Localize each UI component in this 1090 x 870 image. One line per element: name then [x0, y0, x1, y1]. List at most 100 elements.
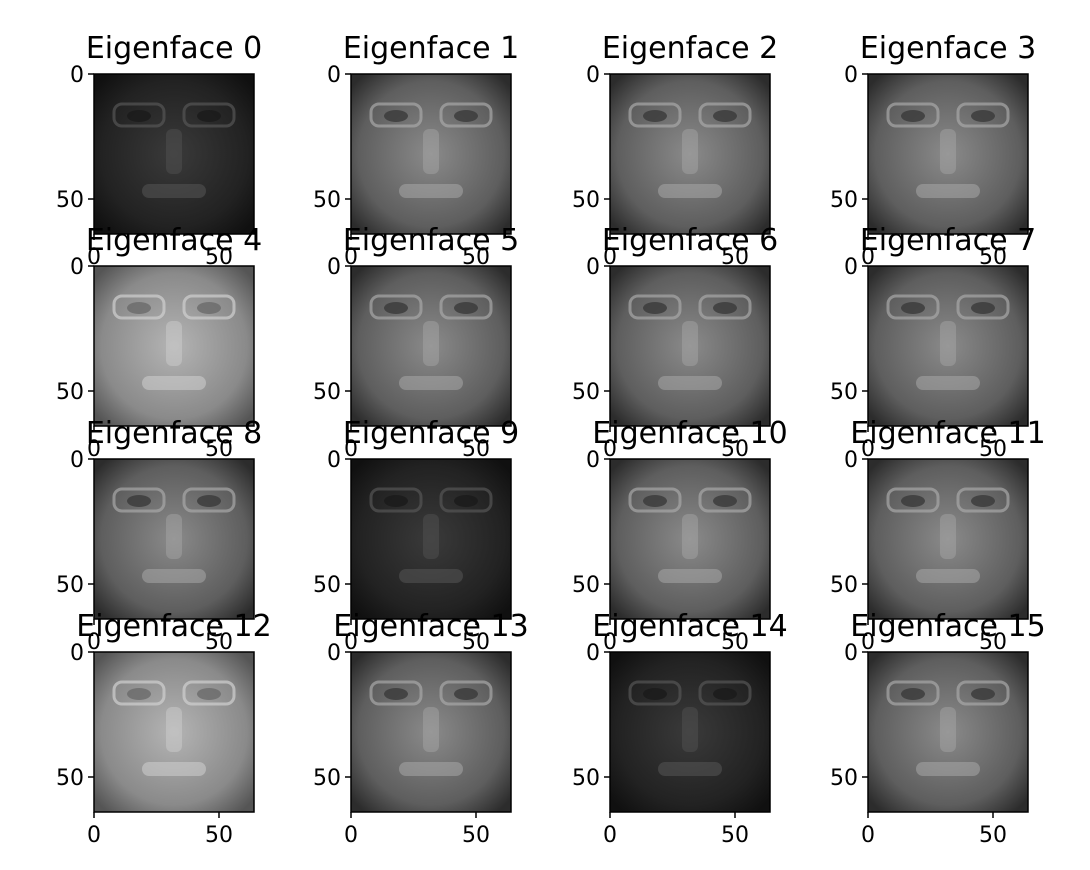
face-left-eye-region — [628, 102, 682, 128]
face-left-eye — [643, 688, 667, 700]
face-right-eye-region — [439, 294, 493, 320]
face-left-eye-region — [886, 487, 940, 513]
face-left-eye — [127, 110, 151, 122]
face-mouth — [142, 569, 206, 583]
axes-frame — [350, 73, 512, 235]
face-nose — [940, 129, 956, 174]
y-tick-label: 0 — [70, 255, 84, 280]
panel-title: Eigenface 0 — [86, 31, 262, 66]
x-tick-label: 0 — [87, 630, 101, 655]
axes-frame — [93, 458, 255, 620]
eigenface-image — [94, 652, 254, 812]
face-nose — [940, 514, 956, 559]
axes-frame — [609, 265, 771, 427]
x-tick-label: 50 — [721, 437, 749, 462]
face-right-eye-region — [698, 680, 752, 706]
face-mouth — [658, 376, 722, 390]
face-right-eye — [454, 110, 478, 122]
face-left-eye — [901, 688, 925, 700]
face-right-eye-region — [698, 102, 752, 128]
eigenface-image — [94, 266, 254, 426]
eigenface-image — [94, 459, 254, 619]
y-tick-label: 50 — [56, 766, 84, 791]
x-tick-label: 0 — [344, 823, 358, 848]
face-right-eye-region — [956, 102, 1010, 128]
face-nose — [682, 321, 698, 366]
y-tick-label: 50 — [56, 380, 84, 405]
face-left-eye-region — [886, 680, 940, 706]
face-nose — [940, 707, 956, 752]
face-mouth — [399, 376, 463, 390]
eigenface-image — [610, 74, 770, 234]
axes-frame — [609, 458, 771, 620]
face-right-eye — [713, 495, 737, 507]
y-tick-label: 50 — [572, 188, 600, 213]
y-tick-label: 50 — [56, 573, 84, 598]
y-tick-label: 0 — [70, 641, 84, 666]
face-left-eye-region — [886, 102, 940, 128]
x-tick-label: 50 — [462, 630, 490, 655]
face-mouth — [658, 184, 722, 198]
x-tick-label: 50 — [462, 823, 490, 848]
y-tick-label: 0 — [327, 63, 341, 88]
face-left-eye-region — [886, 294, 940, 320]
y-tick-label: 50 — [830, 573, 858, 598]
x-tick-label: 50 — [205, 823, 233, 848]
panel-title: Eigenface 3 — [860, 31, 1036, 66]
face-left-eye — [384, 495, 408, 507]
panel-title: Eigenface 7 — [860, 223, 1036, 258]
eigenface-image — [351, 266, 511, 426]
x-tick-label: 50 — [205, 630, 233, 655]
x-tick-label: 0 — [861, 823, 875, 848]
face-left-eye — [384, 302, 408, 314]
axes-frame — [867, 458, 1029, 620]
y-tick-label: 0 — [844, 63, 858, 88]
face-nose — [166, 514, 182, 559]
face-nose — [166, 707, 182, 752]
y-tick-label: 0 — [586, 641, 600, 666]
eigenface-image — [94, 74, 254, 234]
x-tick-label: 50 — [721, 823, 749, 848]
y-tick-label: 0 — [844, 255, 858, 280]
y-tick-label: 0 — [586, 448, 600, 473]
eigenface-image — [868, 74, 1028, 234]
face-right-eye — [713, 688, 737, 700]
x-tick-label: 0 — [87, 245, 101, 270]
x-tick-label: 50 — [979, 437, 1007, 462]
y-tick-label: 50 — [313, 573, 341, 598]
face-nose — [682, 514, 698, 559]
panel-title: Eigenface 14 — [592, 609, 787, 644]
y-tick-label: 50 — [572, 766, 600, 791]
face-right-eye — [971, 302, 995, 314]
axes-frame — [93, 651, 255, 813]
panel-title: Eigenface 8 — [86, 416, 262, 451]
eigenface-image — [868, 652, 1028, 812]
panel-title: Eigenface 13 — [333, 609, 528, 644]
axes-frame — [867, 73, 1029, 235]
face-right-eye — [454, 495, 478, 507]
face-left-eye-region — [112, 680, 166, 706]
x-tick-label: 50 — [462, 437, 490, 462]
y-tick-label: 0 — [844, 448, 858, 473]
y-tick-label: 0 — [327, 255, 341, 280]
x-tick-label: 50 — [205, 437, 233, 462]
face-nose — [423, 129, 439, 174]
face-mouth — [399, 184, 463, 198]
x-tick-label: 0 — [344, 245, 358, 270]
face-right-eye — [197, 302, 221, 314]
y-tick-label: 0 — [586, 63, 600, 88]
panel-title: Eigenface 9 — [343, 416, 519, 451]
x-tick-label: 0 — [603, 630, 617, 655]
face-right-eye — [971, 110, 995, 122]
face-left-eye — [127, 688, 151, 700]
y-tick-label: 50 — [56, 188, 84, 213]
face-left-eye-region — [112, 487, 166, 513]
face-right-eye — [197, 495, 221, 507]
